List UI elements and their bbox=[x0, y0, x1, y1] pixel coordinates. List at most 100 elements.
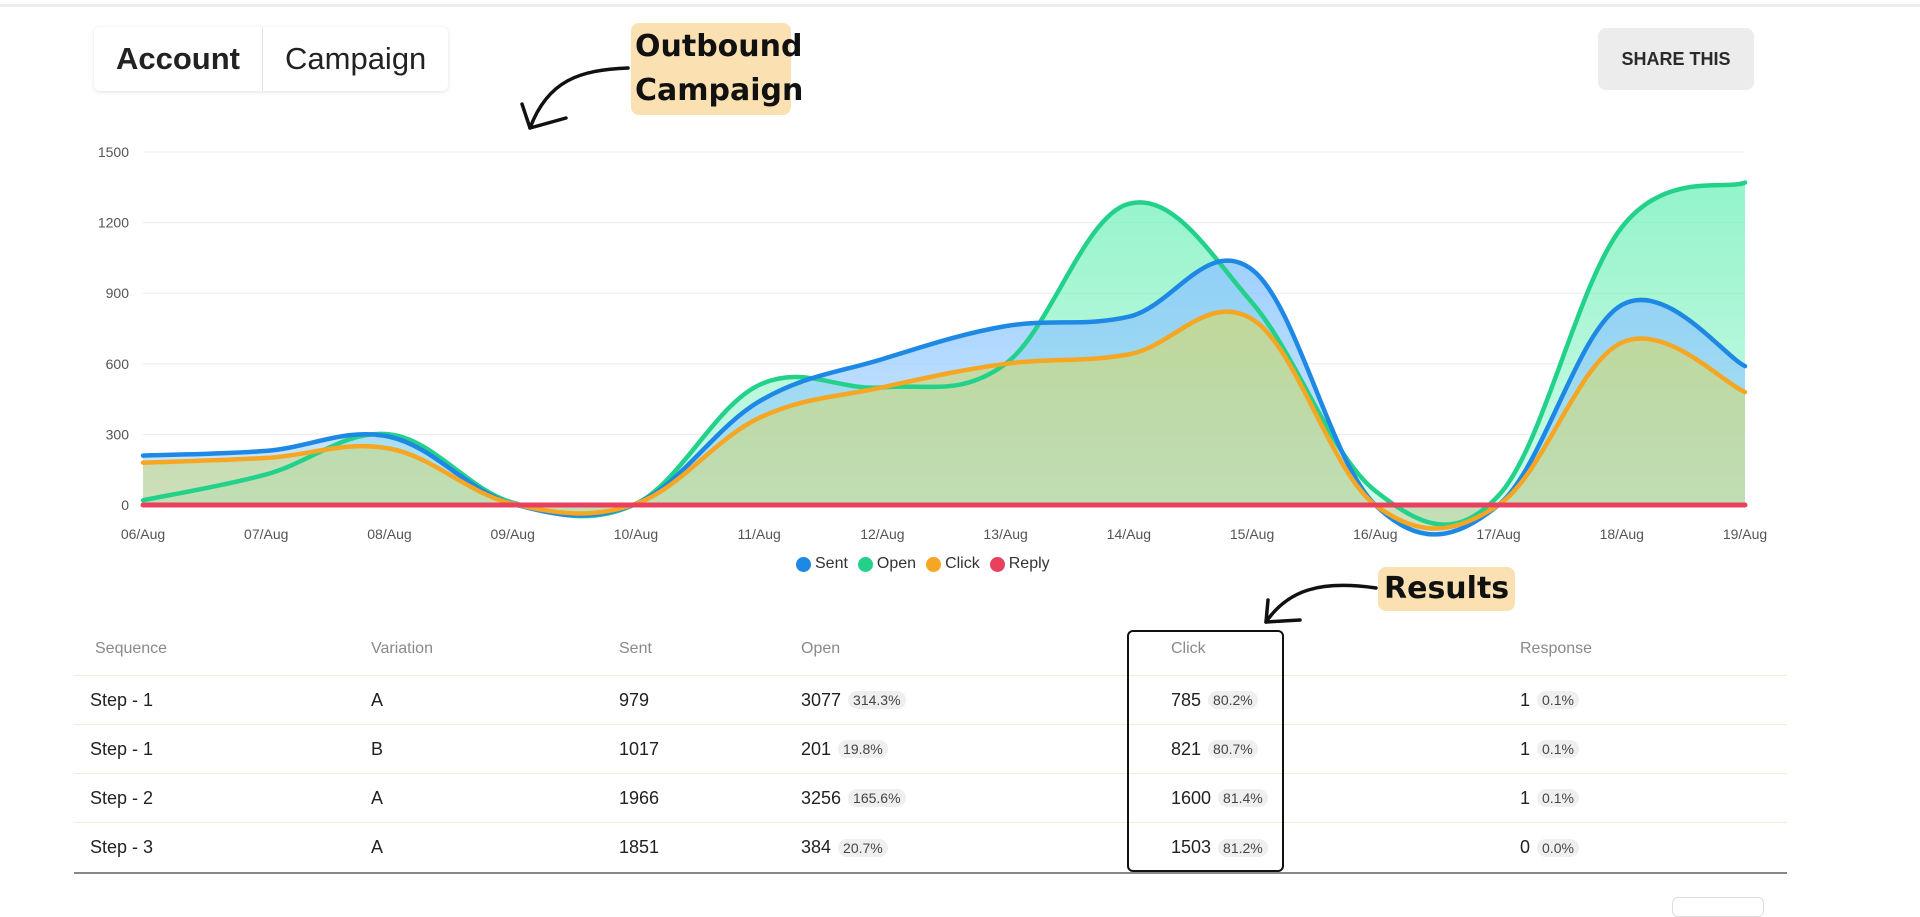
click-percent-badge: 81.4% bbox=[1218, 789, 1268, 807]
legend-label-reply: Reply bbox=[1008, 555, 1050, 572]
click-count: 1503 bbox=[1171, 837, 1212, 857]
series-area-click bbox=[143, 311, 1745, 529]
open-percent-badge: 20.7% bbox=[838, 838, 888, 857]
y-tick-label: 1200 bbox=[98, 215, 129, 231]
click-count: 821 bbox=[1171, 738, 1202, 759]
x-tick-label: 12/Aug bbox=[860, 526, 904, 542]
x-tick-label: 15/Aug bbox=[1230, 526, 1274, 542]
header-variation[interactable]: Variation bbox=[371, 639, 433, 657]
table-row[interactable]: Step - 3 A 1851 384 20.7% 1503 81.2% 0 0.0% bbox=[74, 823, 1787, 872]
open-count: 201 bbox=[801, 738, 832, 759]
cell-sent: 1017 bbox=[619, 738, 660, 759]
legend-item-sent[interactable]: Sent bbox=[796, 555, 848, 573]
cell-response: 1 0.1% bbox=[1520, 676, 1579, 724]
cell-response: 0 0.0% bbox=[1520, 823, 1579, 872]
click-count: 785 bbox=[1171, 689, 1202, 710]
response-count: 1 bbox=[1520, 689, 1531, 710]
open-percent-badge: 19.8% bbox=[838, 740, 888, 758]
results-table: Sequence Variation Sent Open Click Respo… bbox=[74, 622, 1787, 874]
legend-item-click[interactable]: Click bbox=[926, 555, 980, 573]
x-tick-label: 16/Aug bbox=[1353, 526, 1397, 542]
cell-sent: 1966 bbox=[619, 787, 660, 808]
x-tick-label: 07/Aug bbox=[244, 526, 288, 542]
cell-open: 384 20.7% bbox=[801, 823, 888, 872]
cell-response: 1 0.1% bbox=[1520, 774, 1579, 822]
y-tick-label: 900 bbox=[106, 285, 130, 301]
cell-variation: A bbox=[371, 689, 384, 710]
open-count: 3077 bbox=[801, 689, 842, 710]
campaign-activity-chart: 0 300 600 900 1200 1500 06/Aug 07/Aug 08/Aug 09/A… bbox=[98, 144, 1767, 542]
table-header: Sequence Variation Sent Open Click Respo… bbox=[74, 622, 1787, 676]
pagination-control[interactable] bbox=[1672, 897, 1764, 917]
cell-sequence: Step - 1 bbox=[90, 689, 154, 710]
header-sent[interactable]: Sent bbox=[619, 639, 652, 657]
cell-sequence: Step - 3 bbox=[90, 837, 154, 857]
click-percent-badge: 80.2% bbox=[1208, 691, 1258, 709]
chart-legend: Sent Open Click Reply bbox=[796, 555, 1050, 573]
x-tick-label: 09/Aug bbox=[491, 526, 535, 542]
response-count: 1 bbox=[1520, 787, 1531, 808]
cell-click: 785 80.2% bbox=[1171, 676, 1258, 724]
legend-label-click: Click bbox=[945, 555, 980, 572]
tab-account[interactable]: Account bbox=[94, 27, 263, 91]
x-tick-label: 19/Aug bbox=[1723, 526, 1767, 542]
cell-sent: 1851 bbox=[619, 837, 660, 857]
click-count: 1600 bbox=[1171, 787, 1212, 808]
y-tick-label: 0 bbox=[121, 497, 129, 513]
legend-label-open: Open bbox=[876, 555, 917, 572]
legend-swatch-reply bbox=[989, 556, 1005, 572]
cell-variation: A bbox=[371, 837, 384, 857]
header-open[interactable]: Open bbox=[801, 639, 841, 657]
response-percent-badge: 0.1% bbox=[1537, 740, 1579, 758]
legend-item-open[interactable]: Open bbox=[857, 555, 917, 573]
header-response[interactable]: Response bbox=[1520, 639, 1593, 657]
cell-open: 201 19.8% bbox=[801, 725, 888, 773]
legend-swatch-sent bbox=[796, 556, 811, 572]
cell-sequence: Step - 1 bbox=[90, 738, 154, 759]
response-percent-badge: 0.1% bbox=[1537, 691, 1579, 709]
legend-swatch-open bbox=[857, 556, 873, 572]
open-percent-badge: 314.3% bbox=[848, 691, 906, 709]
cell-sequence: Step - 2 bbox=[90, 787, 154, 808]
cell-click: 821 80.7% bbox=[1171, 725, 1258, 773]
y-tick-label: 300 bbox=[106, 426, 130, 442]
legend-item-reply[interactable]: Reply bbox=[989, 555, 1050, 573]
y-tick-label: 600 bbox=[106, 356, 130, 372]
x-tick-label: 14/Aug bbox=[1107, 526, 1151, 542]
cell-click: 1600 81.4% bbox=[1171, 774, 1268, 822]
cell-variation: A bbox=[371, 787, 384, 808]
cell-variation: B bbox=[371, 738, 384, 759]
tab-campaign[interactable]: Campaign bbox=[285, 41, 427, 76]
open-count: 384 bbox=[801, 837, 832, 857]
click-percent-badge: 80.7% bbox=[1208, 740, 1258, 758]
legend-label-sent: Sent bbox=[815, 555, 848, 572]
cell-sent: 979 bbox=[619, 689, 650, 710]
click-percent-badge: 81.2% bbox=[1218, 838, 1268, 857]
response-count: 1 bbox=[1520, 738, 1531, 759]
cell-click: 1503 81.2% bbox=[1171, 823, 1268, 872]
view-tabs: Account Campaign bbox=[94, 27, 449, 91]
y-tick-label: 1500 bbox=[98, 144, 129, 160]
cell-open: 3077 314.3% bbox=[801, 676, 906, 724]
table-row[interactable]: Step - 2 A 1966 3256 165.6% 1600 81.4% 1 0.… bbox=[74, 774, 1787, 823]
outbound-campaign-callout: Outbound Campaign bbox=[631, 23, 803, 115]
x-tick-label: 10/Aug bbox=[614, 526, 658, 542]
share-button[interactable]: SHARE THIS bbox=[1598, 28, 1754, 90]
open-percent-badge: 165.6% bbox=[848, 789, 906, 807]
table-row[interactable]: Step - 1 B 1017 201 19.8% 821 80.7% 1 0.1% bbox=[74, 725, 1787, 774]
header-click[interactable]: Click bbox=[1171, 639, 1206, 657]
top-divider bbox=[0, 4, 1920, 7]
x-tick-label: 08/Aug bbox=[367, 526, 411, 542]
open-count: 3256 bbox=[801, 787, 842, 808]
x-tick-label: 11/Aug bbox=[737, 526, 780, 542]
x-tick-label: 17/Aug bbox=[1476, 526, 1520, 542]
table-row[interactable]: Step - 1 A 979 3077 314.3% 785 80.2% 1 0.1% bbox=[74, 676, 1787, 725]
cell-response: 1 0.1% bbox=[1520, 725, 1579, 773]
results-callout: Results bbox=[1378, 567, 1516, 611]
legend-swatch-click bbox=[926, 556, 942, 572]
header-sequence[interactable]: Sequence bbox=[95, 639, 168, 657]
x-tick-label: 13/Aug bbox=[983, 526, 1027, 542]
cell-open: 3256 165.6% bbox=[801, 774, 906, 822]
response-percent-badge: 0.1% bbox=[1537, 789, 1579, 807]
response-count: 0 bbox=[1520, 837, 1531, 857]
